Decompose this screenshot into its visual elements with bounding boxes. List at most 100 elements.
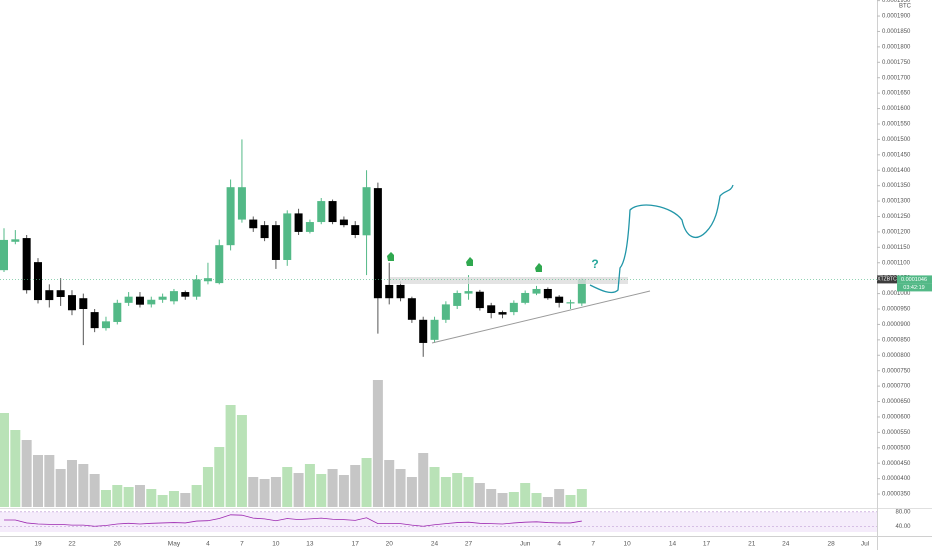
candle-body — [294, 213, 303, 232]
volume-bar — [10, 430, 21, 507]
volume-bar — [21, 440, 32, 507]
hand-icons — [387, 252, 542, 272]
y-tick-label: 0.0000950 — [882, 307, 911, 313]
volume-bar — [440, 477, 451, 507]
volume-bar — [0, 413, 9, 507]
candle-body — [566, 302, 575, 304]
volume-bar — [248, 477, 259, 507]
candle-body — [124, 296, 133, 303]
volume-bar — [146, 489, 157, 507]
candle-body — [385, 284, 394, 299]
x-tick-label: 26 — [114, 541, 122, 548]
x-tick-label: 4 — [557, 541, 561, 548]
volume-bar — [157, 495, 168, 507]
price-badge — [897, 275, 932, 284]
volume-bar — [372, 380, 383, 507]
volume-bar — [531, 493, 542, 507]
candle-body — [430, 319, 439, 340]
symbol-badge — [877, 275, 897, 284]
countdown-badge — [897, 283, 932, 292]
y-tick-label: 0.0001500 — [882, 137, 911, 143]
candle-body — [498, 312, 507, 315]
y-tick-label: 0.0001400 — [882, 168, 911, 174]
y-tick-label: 0.0001850 — [882, 29, 911, 35]
y-tick-label: 0.0001000 — [882, 291, 911, 297]
candle-body — [101, 321, 110, 329]
candle-body — [305, 222, 314, 232]
x-tick-label: 13 — [306, 541, 314, 548]
y-tick-label: 0.0000450 — [882, 461, 911, 467]
x-tick-label: 7 — [591, 541, 595, 548]
resistance-zone — [390, 277, 628, 284]
volume-bar — [486, 489, 497, 507]
candle-body — [362, 187, 371, 236]
candle-body — [79, 298, 88, 310]
volume-bar — [508, 492, 519, 507]
volume-bar — [89, 474, 100, 507]
volume-bar — [225, 405, 236, 507]
candle-body — [135, 296, 144, 305]
y-tick-label: 0.0001700 — [882, 75, 911, 81]
candle-body — [237, 187, 246, 220]
x-tick-label: 7 — [240, 541, 244, 548]
candle-body — [487, 305, 496, 314]
y-tick-label: 0.0000400 — [882, 476, 911, 482]
rsi-tick-label: 40.00 — [895, 524, 911, 530]
y-tick-label: 0.0000850 — [882, 337, 911, 343]
volume-bar — [66, 460, 77, 507]
candle-body — [11, 239, 20, 242]
y-tick-label: 0.0000700 — [882, 384, 911, 390]
volume-bar — [565, 495, 576, 507]
volume-bar — [327, 469, 338, 507]
volume-bar — [338, 475, 349, 507]
candle-body — [532, 288, 541, 294]
candle-body — [147, 299, 156, 305]
y-tick-label: 0.0001900 — [882, 14, 911, 20]
y-tick-label: 0.0001150 — [882, 245, 911, 251]
candle-body — [192, 279, 201, 297]
x-tick-label: 28 — [827, 541, 835, 548]
candle-body — [441, 304, 450, 320]
y-tick-label: 0.0000600 — [882, 415, 911, 421]
candle-body — [407, 298, 416, 320]
y-tick-label: 0.0001200 — [882, 229, 911, 235]
volume-bar — [361, 458, 372, 507]
x-tick-label: Jul — [861, 541, 870, 548]
volume-bar — [406, 477, 417, 507]
volume-bar — [100, 490, 111, 507]
volume-bar — [384, 460, 395, 507]
candle-body — [90, 312, 99, 329]
volume-bar — [293, 473, 304, 507]
candle-body — [249, 219, 258, 229]
y-tick-label: 0.0000500 — [882, 445, 911, 451]
x-tick-label: 21 — [748, 541, 756, 548]
volume-bar — [259, 479, 270, 507]
volume-bar — [55, 469, 66, 507]
currency-label: BTC — [899, 4, 912, 10]
volume-bar — [44, 455, 55, 507]
y-tick-label: 0.0000350 — [882, 492, 911, 498]
candle-body — [543, 288, 552, 299]
x-tick-label: 10 — [272, 541, 280, 548]
candle-body — [317, 201, 326, 223]
candle-body — [339, 219, 348, 226]
candle-body — [226, 187, 235, 246]
candle-body — [475, 291, 484, 309]
volume-bar — [452, 473, 463, 507]
volume-bar — [112, 485, 123, 507]
x-tick-label: 17 — [703, 541, 711, 548]
volume-bar — [576, 489, 587, 507]
marks — [0, 139, 587, 507]
candle-body — [396, 284, 405, 299]
volume-bar — [168, 491, 179, 507]
y-tick-label: 0.0000550 — [882, 430, 911, 436]
y-tick-label: 0.0001600 — [882, 106, 911, 112]
volume-bar — [236, 415, 247, 507]
volume-bar — [282, 467, 293, 507]
candle-body — [0, 239, 8, 271]
candle-body — [260, 225, 269, 239]
x-tick-label: 4 — [206, 541, 210, 548]
volume-bar — [202, 467, 213, 507]
candle-body — [67, 295, 76, 311]
